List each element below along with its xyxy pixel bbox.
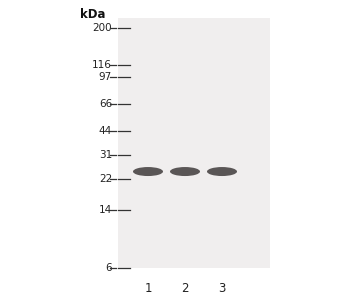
Text: 44: 44 bbox=[99, 126, 112, 136]
Text: 22: 22 bbox=[99, 174, 112, 184]
Bar bbox=[118, 18, 270, 268]
Text: 200: 200 bbox=[92, 23, 112, 33]
Ellipse shape bbox=[207, 167, 237, 176]
Ellipse shape bbox=[170, 167, 200, 176]
Text: 116: 116 bbox=[92, 60, 112, 70]
Text: kDa: kDa bbox=[80, 8, 105, 21]
Text: 31: 31 bbox=[99, 150, 112, 160]
Text: 3: 3 bbox=[218, 282, 226, 295]
Text: 6: 6 bbox=[105, 263, 112, 273]
Text: 1: 1 bbox=[144, 282, 152, 295]
Text: 97: 97 bbox=[99, 72, 112, 82]
Text: 2: 2 bbox=[181, 282, 189, 295]
Text: 66: 66 bbox=[99, 99, 112, 109]
Ellipse shape bbox=[133, 167, 163, 176]
Text: 14: 14 bbox=[99, 205, 112, 215]
